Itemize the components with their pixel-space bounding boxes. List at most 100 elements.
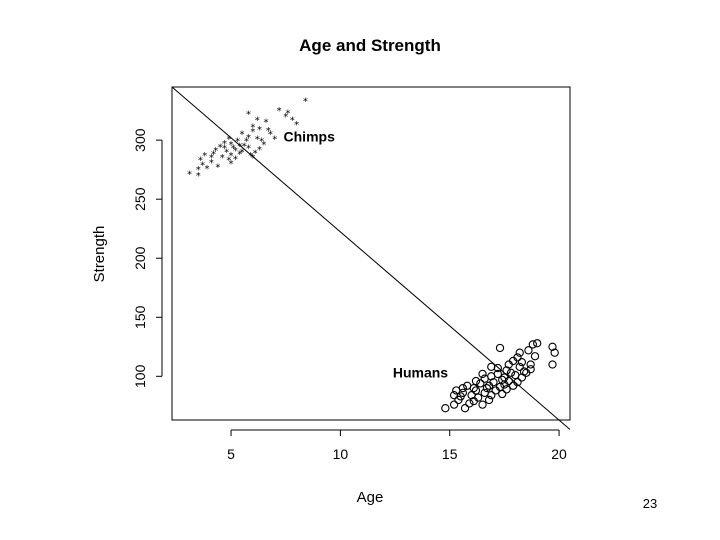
- chimp-point: *: [246, 109, 251, 120]
- chimp-point: *: [259, 137, 264, 148]
- human-point: [478, 400, 487, 409]
- chimp-point: *: [211, 150, 216, 161]
- chimp-point: *: [246, 133, 251, 144]
- chimp-point: *: [250, 127, 255, 138]
- human-point: [441, 404, 450, 413]
- chimp-point: *: [248, 151, 253, 162]
- chimp-point: *: [209, 158, 214, 169]
- human-point: [515, 362, 524, 372]
- human-point: [487, 391, 496, 400]
- chimps-label: Chimps: [284, 128, 336, 144]
- chimp-point: *: [277, 106, 282, 117]
- x-tick-label: 20: [551, 446, 567, 462]
- human-point: [498, 389, 507, 399]
- human-point: [526, 360, 535, 369]
- chimp-point: *: [266, 126, 271, 137]
- chimp-point: *: [290, 115, 295, 126]
- humans-series: [441, 339, 559, 413]
- chimp-point: *: [303, 96, 308, 107]
- human-point: [517, 373, 527, 382]
- chimp-point: *: [244, 137, 249, 148]
- chimp-point: *: [226, 156, 231, 167]
- chimp-point: *: [213, 146, 218, 157]
- chimp-point: *: [222, 144, 227, 155]
- chimp-point: *: [215, 163, 220, 174]
- chimp-point: *: [198, 156, 203, 167]
- human-point: [500, 380, 509, 389]
- chimp-point: *: [250, 122, 255, 133]
- chimp-point: *: [257, 145, 262, 156]
- chimp-point: *: [253, 148, 258, 159]
- chimp-point: *: [222, 139, 227, 150]
- humans-label: Humans: [393, 364, 448, 380]
- chimp-point: *: [283, 112, 288, 123]
- human-point: [524, 346, 533, 355]
- human-point: [508, 381, 518, 390]
- chimp-point: *: [229, 159, 234, 170]
- plot-frame: [171, 86, 571, 421]
- chimp-point: *: [226, 134, 231, 145]
- human-point: [471, 376, 481, 386]
- chimp-point: *: [272, 134, 277, 145]
- chimp-point: *: [250, 153, 255, 164]
- chart-title: Age and Strength: [299, 36, 441, 55]
- human-point: [548, 342, 557, 351]
- human-point: [495, 343, 505, 353]
- chimp-point: *: [233, 154, 238, 165]
- y-tick-label: 200: [132, 246, 148, 270]
- chimp-point: *: [239, 130, 244, 141]
- human-point: [478, 369, 487, 379]
- human-point: [449, 400, 459, 409]
- chimp-point: *: [261, 140, 266, 151]
- y-tick-label: 250: [132, 187, 148, 211]
- human-point: [517, 357, 527, 367]
- human-point: [506, 368, 516, 377]
- y-axis-label: Strength: [91, 226, 108, 283]
- chimp-point: *: [202, 151, 207, 162]
- chimp-point: *: [218, 143, 223, 154]
- human-point: [484, 381, 494, 390]
- x-axis-label: Age: [357, 489, 384, 506]
- human-point: [480, 374, 489, 383]
- y-axis: 100 150 200 250 300: [132, 128, 163, 388]
- chimp-point: *: [239, 147, 244, 158]
- chimp-point: *: [229, 140, 234, 151]
- chimp-point: *: [268, 130, 273, 141]
- page-number: 23: [642, 496, 658, 511]
- y-tick-label: 150: [132, 305, 148, 329]
- chimp-point: *: [242, 141, 247, 152]
- chimp-point: *: [235, 137, 240, 148]
- y-tick-label: 100: [132, 364, 148, 388]
- human-point: [484, 395, 494, 405]
- human-point: [528, 340, 537, 349]
- x-tick-label: 10: [333, 446, 349, 462]
- human-point: [550, 348, 559, 357]
- human-point: [491, 386, 500, 395]
- chimp-point: *: [294, 120, 299, 131]
- x-tick-label: 5: [227, 446, 235, 462]
- human-point: [454, 395, 463, 405]
- chimp-point: *: [224, 147, 229, 158]
- human-point: [469, 396, 478, 406]
- human-point: [502, 385, 511, 394]
- chimp-point: *: [233, 146, 238, 157]
- human-point: [530, 352, 540, 361]
- human-point: [533, 339, 542, 348]
- chimp-point: *: [285, 108, 290, 119]
- chimp-point: *: [257, 125, 262, 136]
- chimp-point: *: [196, 171, 201, 182]
- chimp-point: *: [209, 153, 214, 164]
- chimp-point: *: [204, 164, 209, 175]
- human-point: [487, 362, 496, 372]
- chimp-point: *: [200, 160, 205, 171]
- human-point: [522, 368, 531, 377]
- chimp-point: *: [231, 144, 236, 155]
- human-point: [460, 404, 470, 413]
- chimp-point: *: [229, 151, 234, 162]
- chimp-point: *: [237, 150, 242, 161]
- chimp-point: *: [264, 118, 269, 129]
- human-point: [465, 399, 474, 408]
- chimp-point: *: [220, 153, 225, 164]
- human-point: [482, 383, 492, 393]
